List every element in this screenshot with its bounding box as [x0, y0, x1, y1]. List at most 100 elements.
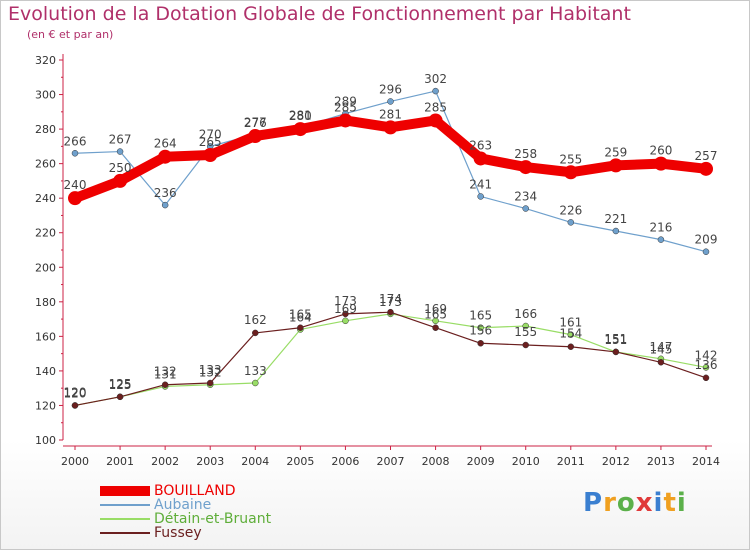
- x-tick-label: 2004: [241, 455, 269, 468]
- data-label: 240: [64, 178, 87, 192]
- data-label: 302: [424, 72, 447, 86]
- data-point: [522, 341, 529, 349]
- data-label: 132: [199, 366, 222, 380]
- data-point: [612, 348, 620, 356]
- data-point: [563, 165, 578, 180]
- data-point: [477, 324, 484, 331]
- data-point: [161, 201, 169, 209]
- data-label: 169: [334, 302, 357, 316]
- x-tick-label: 2009: [467, 455, 495, 468]
- data-label: 259: [604, 145, 627, 159]
- data-label: 280: [289, 109, 312, 123]
- data-label: 250: [109, 161, 132, 175]
- logo-letter: t: [663, 488, 677, 518]
- x-tick-label: 2011: [557, 455, 585, 468]
- data-label: 151: [604, 333, 627, 347]
- data-label: 166: [514, 307, 537, 321]
- data-point: [657, 236, 665, 243]
- x-tick-label: 2006: [331, 455, 359, 468]
- x-tick-label: 2010: [512, 455, 540, 468]
- data-label: 156: [469, 323, 492, 337]
- x-tick-label: 2013: [647, 455, 675, 468]
- data-point: [432, 317, 439, 325]
- data-label: 165: [424, 308, 447, 322]
- data-point: [383, 120, 398, 135]
- data-point: [518, 160, 533, 175]
- data-label: 216: [649, 221, 672, 235]
- y-tick-label: 180: [35, 296, 56, 309]
- x-tick-label: 2005: [286, 455, 314, 468]
- proxiti-logo: Proxiti: [583, 488, 687, 518]
- data-label: 154: [559, 327, 582, 341]
- data-point: [71, 402, 79, 409]
- data-point: [702, 248, 710, 255]
- data-label: 164: [289, 310, 312, 324]
- data-label: 265: [199, 135, 222, 149]
- x-tick-label: 2000: [61, 455, 89, 468]
- x-tick-label: 2007: [377, 455, 405, 468]
- data-label: 162: [244, 313, 267, 327]
- x-tick-label: 2003: [196, 455, 224, 468]
- data-point: [203, 148, 218, 162]
- data-label: 281: [379, 107, 402, 121]
- logo-letter: x: [635, 488, 654, 518]
- y-tick-label: 120: [35, 399, 56, 412]
- legend-swatch: [100, 532, 150, 534]
- legend-swatch: [100, 504, 150, 506]
- legend-label: Aubaine: [154, 497, 212, 513]
- data-point: [342, 317, 349, 325]
- y-tick-label: 100: [35, 434, 56, 447]
- data-point: [567, 343, 575, 350]
- y-tick-label: 200: [35, 261, 56, 274]
- data-point: [342, 310, 349, 318]
- logo-letter: i: [676, 488, 687, 518]
- data-point: [158, 149, 173, 164]
- data-point: [702, 364, 710, 371]
- logo-letter: i: [653, 488, 664, 518]
- legend-label: Fussey: [154, 525, 202, 541]
- data-point: [252, 329, 259, 337]
- chart-subtitle: (en € et par an): [27, 28, 114, 41]
- legend-swatch: [100, 486, 150, 496]
- data-label: 209: [695, 233, 718, 247]
- data-label: 277: [244, 115, 267, 129]
- data-point: [567, 219, 575, 226]
- data-point: [387, 308, 394, 316]
- data-point: [387, 98, 394, 105]
- data-label: 120: [64, 386, 87, 400]
- data-label: 258: [514, 147, 537, 161]
- data-label: 133: [199, 363, 222, 377]
- data-point: [608, 158, 623, 173]
- data-label: 131: [154, 367, 177, 381]
- data-label: 136: [695, 358, 718, 372]
- data-label: 285: [424, 100, 447, 114]
- data-point: [248, 129, 263, 143]
- series-line: [74, 313, 707, 407]
- y-tick-label: 220: [35, 227, 56, 240]
- data-point: [473, 151, 488, 166]
- x-tick-label: 2014: [692, 455, 720, 468]
- data-label: 125: [109, 378, 132, 392]
- data-point: [68, 191, 82, 206]
- data-label: 173: [334, 294, 357, 308]
- logo-letter: o: [616, 488, 636, 518]
- data-label: 173: [379, 295, 402, 309]
- data-label: 145: [649, 342, 672, 356]
- data-label: 142: [695, 348, 718, 362]
- data-label: 270: [199, 127, 222, 141]
- y-tick-label: 240: [35, 192, 56, 205]
- data-point: [702, 374, 710, 382]
- y-tick-label: 260: [35, 158, 56, 171]
- data-point: [653, 156, 668, 171]
- legend-swatch: [100, 518, 150, 520]
- data-label: 165: [469, 309, 492, 323]
- x-tick-label: 2002: [151, 455, 179, 468]
- data-label: 226: [559, 203, 582, 217]
- data-label: 174: [379, 292, 402, 306]
- data-label: 120: [64, 385, 87, 399]
- data-label: 266: [64, 134, 87, 148]
- data-label: 165: [289, 308, 312, 322]
- data-point: [116, 393, 124, 401]
- chart-title: Evolution de la Dotation Globale de Fonc…: [8, 3, 631, 25]
